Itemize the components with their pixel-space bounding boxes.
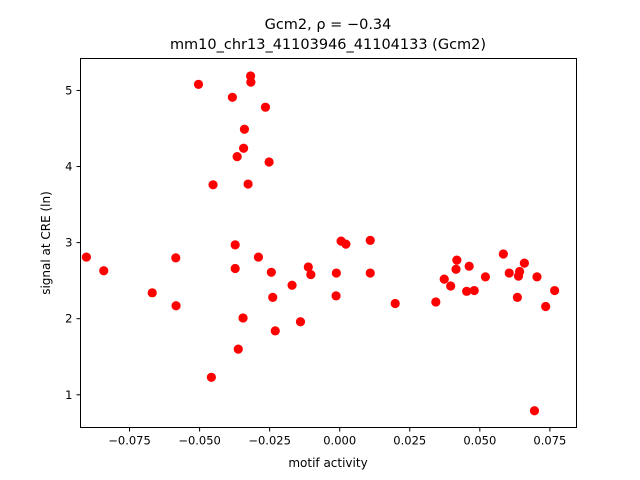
data-point-54 [550, 285, 560, 296]
y-tick-label-3: 4 [65, 160, 72, 174]
x-axis-label: motif activity [288, 456, 367, 470]
data-point-8 [227, 92, 237, 102]
data-point-18 [246, 77, 256, 87]
data-point-23 [268, 292, 278, 302]
data-point-49 [515, 266, 525, 277]
x-axis-ticks: −0.075 −0.050 −0.025 0.000 0.025 0.050 0.075 [108, 427, 566, 448]
data-point-27 [303, 262, 313, 272]
data-point-45 [498, 249, 508, 259]
data-point-47 [512, 292, 522, 302]
x-tick-label-2: −0.025 [248, 434, 291, 448]
data-point-0 [81, 252, 91, 262]
data-point-5 [193, 79, 204, 89]
data-point-32 [341, 239, 351, 249]
data-point-25 [287, 280, 297, 290]
data-point-1 [99, 266, 109, 276]
x-tick-label-0: −0.075 [108, 434, 151, 448]
x-tick-label-4: 0.025 [393, 434, 426, 448]
x-tick-label-6: 0.075 [533, 434, 566, 448]
y-axis-label: signal at CRE (ln) [39, 191, 53, 295]
data-points [81, 71, 560, 416]
data-point-38 [446, 281, 456, 291]
y-tick-label-1: 2 [65, 312, 72, 326]
data-point-6 [206, 372, 216, 382]
data-point-11 [232, 152, 242, 162]
data-point-53 [541, 301, 551, 312]
chart-title-line-1: Gcm2, ρ = −0.34 [265, 17, 392, 33]
data-point-44 [480, 272, 491, 282]
data-point-12 [233, 344, 243, 354]
data-point-39 [451, 264, 461, 274]
data-point-21 [264, 157, 274, 167]
y-tick-label-0: 1 [65, 388, 72, 402]
data-point-37 [439, 274, 449, 284]
data-point-43 [469, 285, 479, 296]
data-point-15 [239, 124, 250, 134]
chart-title-line-2: mm10_chr13_41103946_41104133 (Gcm2) [170, 37, 486, 53]
data-point-34 [365, 268, 375, 278]
data-point-2 [147, 288, 157, 298]
y-tick-label-2: 3 [65, 236, 72, 250]
data-point-35 [390, 298, 400, 309]
data-point-20 [260, 102, 271, 112]
y-tick-label-4: 5 [65, 83, 72, 97]
data-point-40 [452, 255, 462, 265]
data-point-3 [171, 253, 181, 263]
y-axis-ticks: 1 2 3 4 5 [65, 83, 81, 402]
data-point-9 [230, 240, 240, 250]
data-point-19 [253, 252, 264, 262]
data-point-36 [431, 297, 441, 307]
data-point-24 [270, 326, 280, 336]
data-point-29 [331, 291, 341, 301]
data-point-52 [532, 272, 542, 282]
data-point-26 [295, 317, 306, 327]
plot-area-frame [80, 58, 577, 428]
data-point-7 [208, 180, 218, 190]
data-point-28 [306, 269, 316, 280]
data-point-46 [504, 268, 514, 278]
data-point-16 [243, 179, 253, 189]
x-tick-label-5: 0.050 [463, 434, 496, 448]
data-point-10 [230, 263, 240, 274]
x-tick-label-3: 0.000 [323, 434, 356, 448]
data-point-51 [529, 406, 540, 416]
data-point-41 [462, 286, 472, 296]
data-point-42 [464, 261, 474, 271]
data-point-22 [266, 267, 276, 277]
data-point-4 [171, 301, 181, 311]
data-point-14 [238, 143, 249, 153]
x-tick-label-1: −0.050 [178, 434, 221, 448]
data-point-13 [238, 313, 248, 323]
data-point-50 [519, 258, 529, 268]
data-point-33 [365, 235, 375, 245]
data-point-30 [331, 268, 341, 278]
